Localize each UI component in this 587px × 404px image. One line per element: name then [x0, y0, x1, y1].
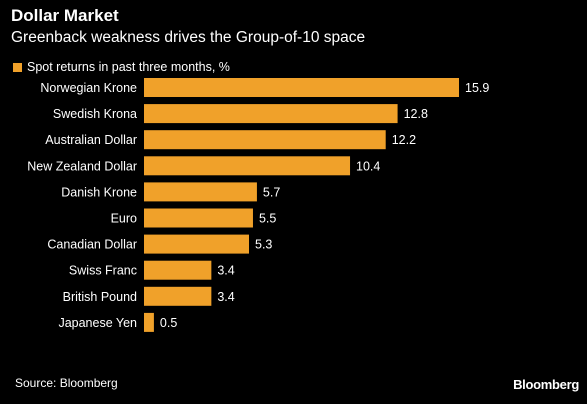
category-label: Norwegian Krone: [40, 81, 137, 95]
bar: [144, 312, 154, 332]
legend-label: Spot returns in past three months, %: [27, 60, 230, 74]
legend: Spot returns in past three months, %: [13, 60, 230, 74]
bar: [144, 78, 459, 97]
data-label: 12.8: [404, 107, 428, 121]
category-label: Canadian Dollar: [47, 238, 137, 252]
data-label: 3.4: [217, 290, 234, 304]
chart-title: Dollar Market: [11, 6, 119, 25]
data-label: 12.2: [392, 133, 416, 147]
bloomberg-logo: Bloomberg: [513, 377, 579, 392]
bar: [144, 234, 249, 254]
data-label: 5.7: [263, 185, 280, 199]
bar: [144, 182, 257, 202]
data-label: 3.4: [217, 264, 234, 278]
bar: [144, 104, 398, 124]
data-label: 5.3: [255, 238, 272, 252]
data-label: 5.5: [259, 212, 276, 226]
bar: [144, 208, 253, 228]
category-label: New Zealand Dollar: [27, 159, 137, 173]
data-label: 0.5: [160, 316, 177, 330]
category-label: Danish Krone: [61, 185, 137, 199]
category-label: Swiss Franc: [69, 264, 137, 278]
bar: [144, 260, 212, 280]
category-label: Euro: [111, 212, 137, 226]
source-note: Source: Bloomberg: [15, 376, 118, 390]
bar: [144, 286, 212, 306]
category-label: British Pound: [63, 290, 137, 304]
chart-subtitle: Greenback weakness drives the Group-of-1…: [11, 29, 366, 46]
category-label: Swedish Krona: [53, 107, 137, 121]
data-label: 15.9: [465, 81, 489, 95]
bar: [144, 130, 386, 150]
bar: [144, 156, 351, 176]
data-label: 10.4: [356, 159, 380, 173]
legend-swatch: [13, 62, 22, 72]
category-label: Australian Dollar: [45, 133, 137, 147]
category-label: Japanese Yen: [58, 316, 137, 330]
